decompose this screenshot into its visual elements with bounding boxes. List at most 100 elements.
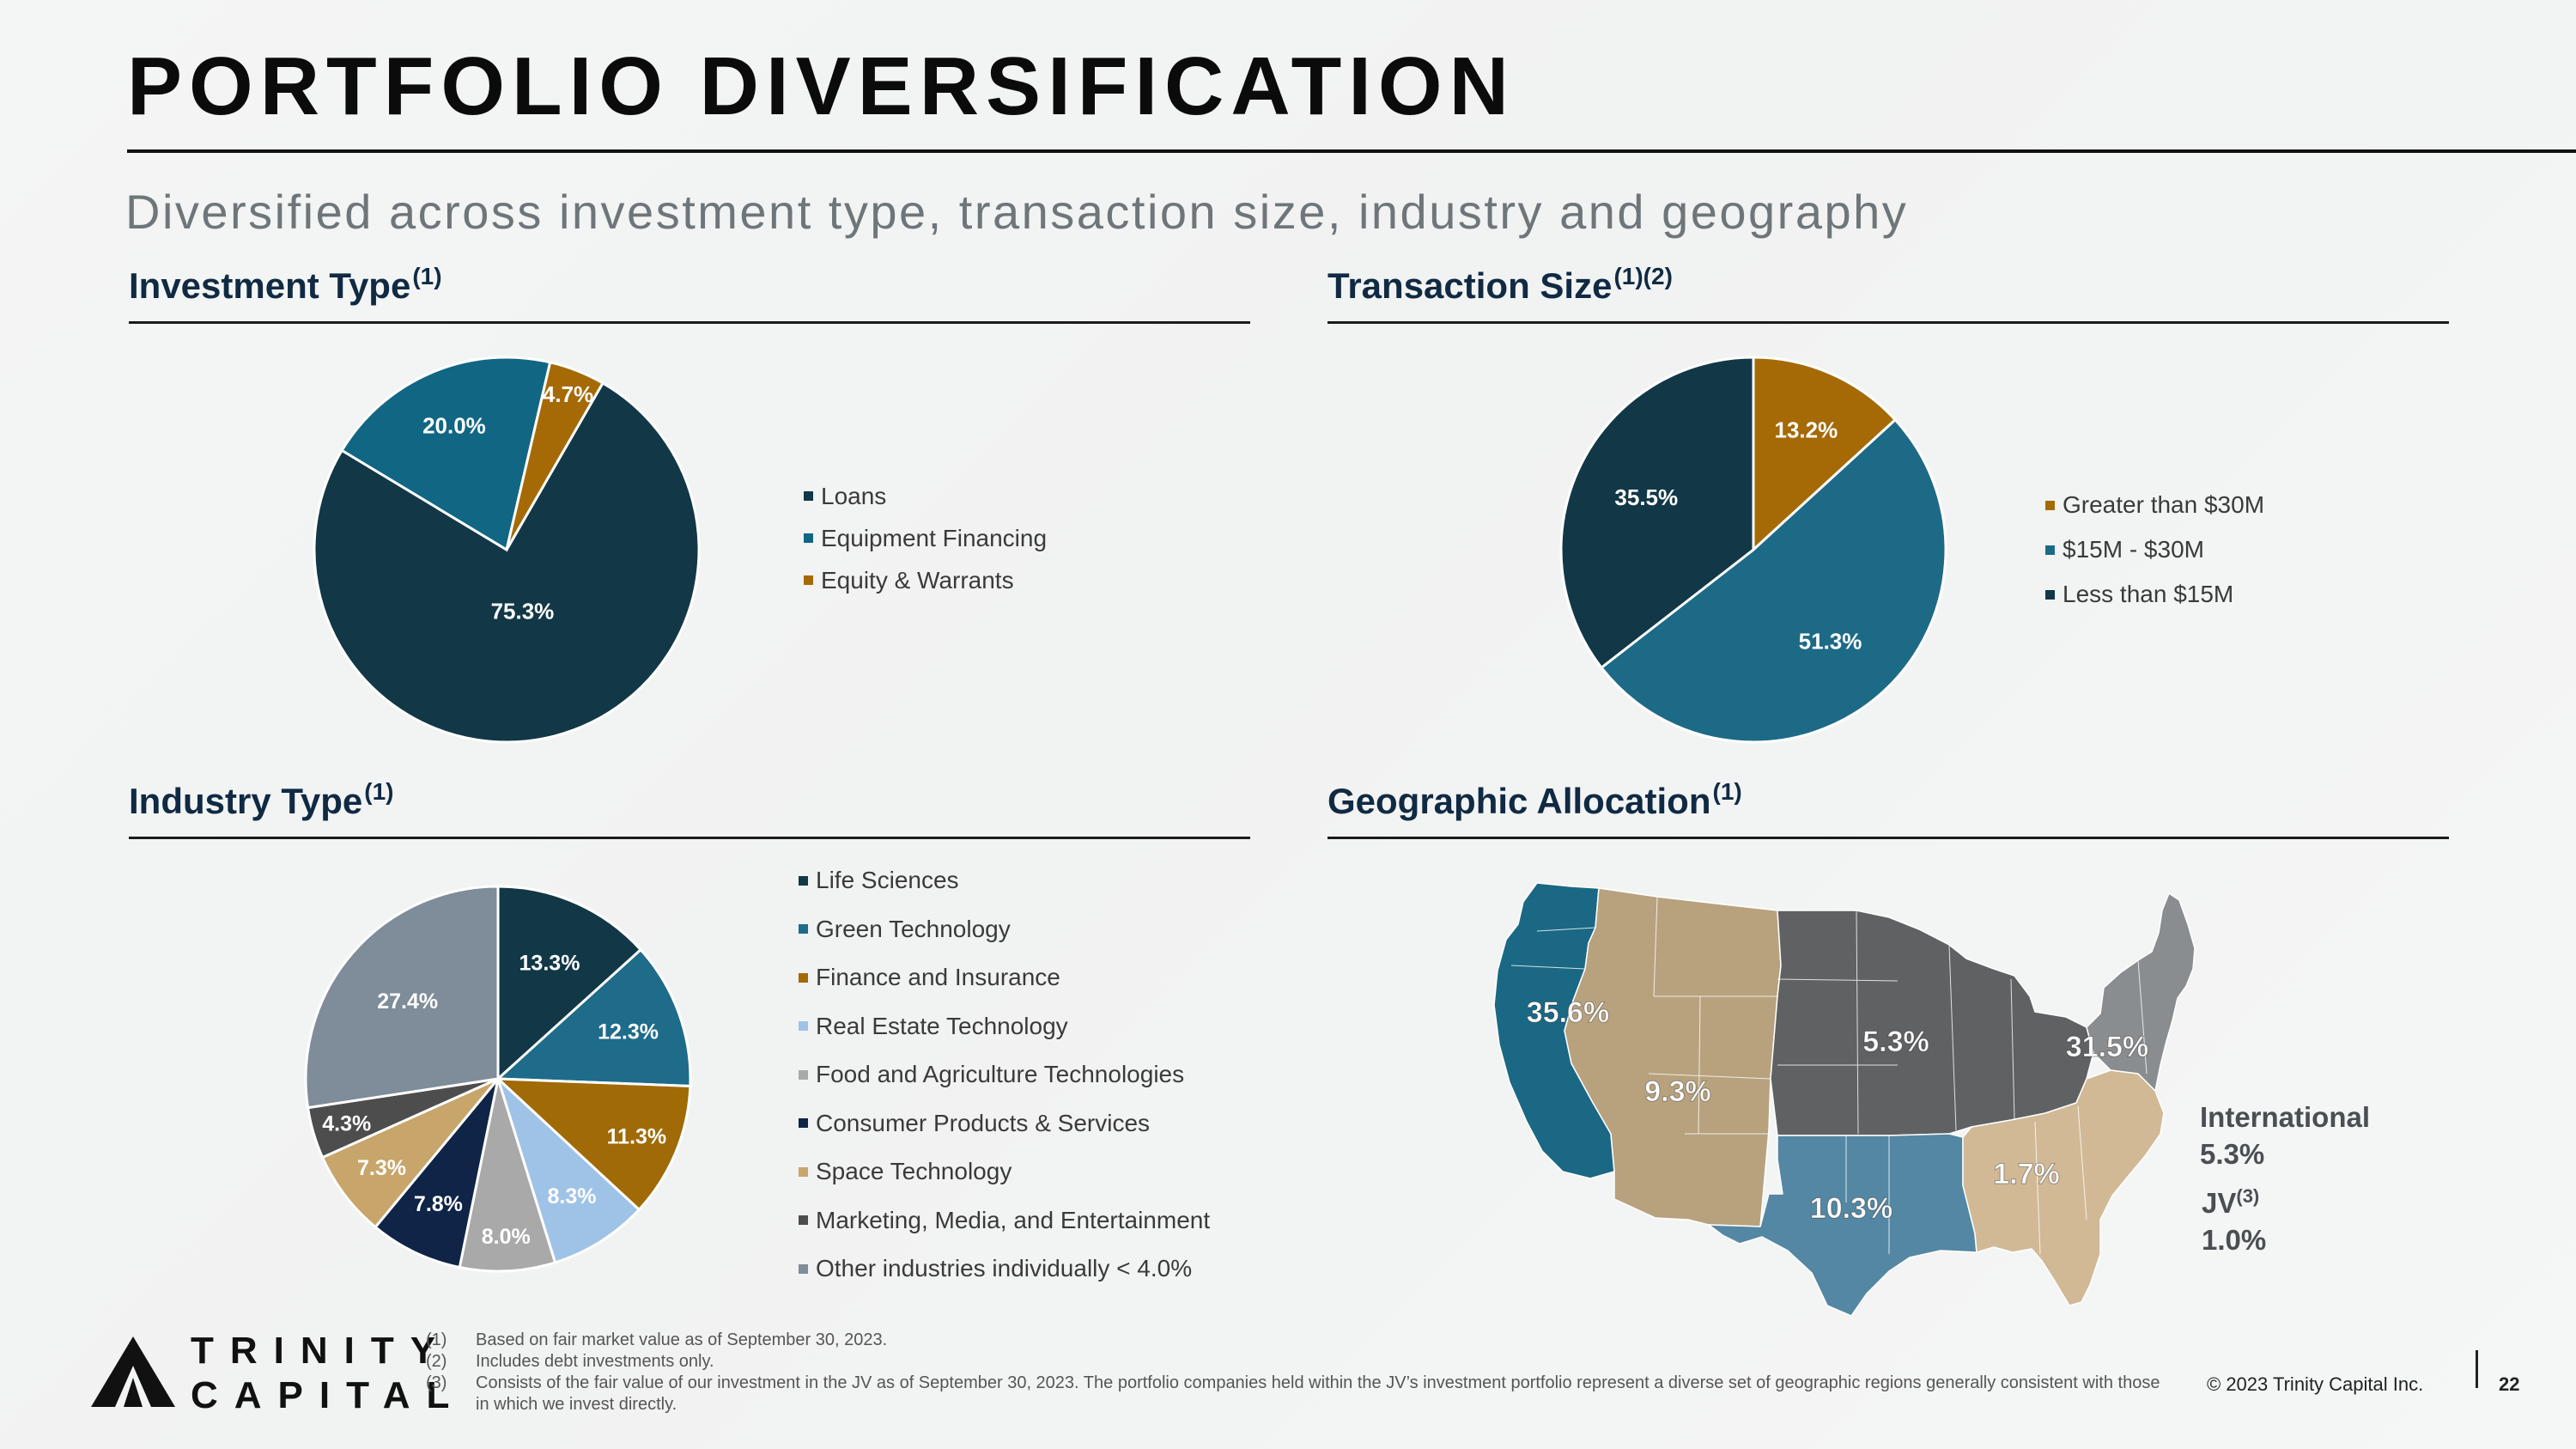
pie-slice-finance-and-insurance — [495, 1077, 692, 1212]
legend-item-greater-than-30m: Greater than $30M — [2045, 483, 2264, 527]
map-label-northeast: 31.5% — [2066, 1031, 2148, 1063]
pie-data-label-15m-30m: 51.3% — [1799, 628, 1862, 654]
title-divider — [127, 149, 2576, 153]
legend-item-equipment-financing: Equipment Financing — [804, 517, 1047, 559]
legend-item-15m-30m: $15M - $30M — [2045, 527, 2264, 572]
legend-swatch — [799, 1263, 808, 1274]
pie-data-label-real-estate-technology: 8.3% — [547, 1184, 596, 1209]
legend-swatch — [799, 1166, 808, 1177]
legend-label: Greater than $30M — [2063, 491, 2265, 518]
section-title-investment-type: Investment Type(1) — [129, 263, 442, 306]
legend-swatch — [799, 1021, 808, 1032]
section-divider — [129, 837, 1250, 839]
legend-item-marketing-media-and-entertainment: Marketing, Media, and Entertainment — [799, 1196, 1210, 1245]
pie-data-label-green-technology: 12.3% — [598, 1020, 659, 1044]
pie-slice-greater-than-30m — [1752, 356, 1898, 553]
legend-label: Real Estate Technology — [816, 1012, 1068, 1039]
investment-type-pie-chart: 75.3% 20.0% 4.7% — [313, 356, 701, 744]
page-subtitle: Diversified across investment type, tran… — [125, 185, 1909, 239]
map-region-central — [1770, 910, 2094, 1136]
legend-label: Consumer Products & Services — [816, 1109, 1151, 1136]
footnote-text: Consists of the fair value of our invest… — [476, 1373, 2160, 1414]
pie-data-label-loans: 75.3% — [491, 599, 555, 624]
pie-data-label-equipment-financing: 20.0% — [422, 413, 486, 439]
legend-label: $15M - $30M — [2063, 536, 2204, 563]
legend-label: Green Technology — [816, 915, 1011, 942]
map-label-central: 5.3% — [1862, 1026, 1929, 1058]
pie-slice-15m-30m — [1599, 417, 1947, 744]
pie-slice-consumer-products-services — [374, 1078, 500, 1269]
jv-label: JV(3) — [2202, 1185, 2260, 1219]
section-divider — [129, 321, 1250, 324]
us-geographic-map: 35.6% 9.3% 5.3% 31.5% 1.7% 10.3% — [1493, 882, 2196, 1317]
legend-item-less-than-15m: Less than $15M — [2045, 572, 2264, 617]
footnote-item: (2) Includes debt investments only. — [426, 1351, 2176, 1373]
map-label-west: 35.6% — [1527, 996, 1609, 1029]
legend-item-food-and-agriculture-technologies: Food and Agriculture Technologies — [799, 1050, 1210, 1099]
pie-slice-equity-warrants — [505, 361, 605, 551]
legend-label: Finance and Insurance — [816, 964, 1060, 991]
legend-item-loans: Loans — [804, 475, 1047, 517]
legend-swatch — [799, 875, 808, 886]
legend-item-real-estate-technology: Real Estate Technology — [799, 1002, 1210, 1051]
pie-data-label-food-and-agriculture-technologies: 8.0% — [482, 1225, 531, 1249]
pie-data-label-consumer-products-services: 7.8% — [414, 1192, 463, 1216]
legend-item-life-sciences: Life Sciences — [799, 856, 1210, 905]
footnote-number: (3) — [426, 1373, 447, 1392]
legend-label: Equity & Warrants — [821, 566, 1014, 594]
pie-data-label-finance-and-insurance: 11.3% — [607, 1125, 667, 1149]
pie-slice-food-and-agriculture-technologies — [458, 1078, 557, 1273]
legend-swatch — [799, 924, 808, 935]
pie-data-label-life-sciences: 13.3% — [519, 952, 580, 976]
legend-label: Life Sciences — [816, 867, 959, 894]
legend-swatch — [2045, 589, 2055, 600]
transaction-size-legend: Greater than $30M $15M - $30M Less than $1… — [2045, 483, 2264, 617]
logo-wordmark-line2: CAPITAL — [191, 1374, 466, 1416]
legend-item-finance-and-insurance: Finance and Insurance — [799, 953, 1210, 1002]
page-number: 22 — [2499, 1373, 2520, 1395]
legend-swatch — [804, 491, 813, 501]
pie-slice-less-than-15m — [1559, 356, 1755, 670]
section-title-industry-type: Industry Type(1) — [129, 778, 394, 821]
legend-item-green-technology: Green Technology — [799, 905, 1210, 954]
legend-label: Marketing, Media, and Entertainment — [816, 1206, 1211, 1233]
legend-item-equity-warrants: Equity & Warrants — [804, 559, 1047, 601]
investment-type-legend: Loans Equipment Financing Equity & Warrant… — [804, 475, 1047, 601]
legend-item-space-technology: Space Technology — [799, 1148, 1210, 1196]
legend-label: Food and Agriculture Technologies — [816, 1061, 1185, 1088]
map-label-mountain: 9.3% — [1644, 1075, 1711, 1108]
pie-slice-green-technology — [495, 947, 692, 1087]
international-value: 5.3% — [2200, 1138, 2265, 1170]
pie-slice-space-technology — [320, 1077, 500, 1229]
footnote-text: Includes debt investments only. — [476, 1352, 714, 1371]
industry-type-legend: Life Sciences Green Technology Finance and… — [799, 856, 1210, 1294]
pie-data-label-greater-than-30m: 13.2% — [1775, 417, 1838, 443]
pie-data-label-other-industries-individually-4-0: 27.4% — [377, 989, 438, 1014]
pie-data-label-space-technology: 7.3% — [357, 1156, 406, 1180]
footnote-item: (3) Consists of the fair value of our inv… — [426, 1373, 2176, 1416]
legend-swatch — [799, 1069, 808, 1080]
footnotes: (1) Based on fair market value as of Sept… — [426, 1330, 2176, 1416]
footnote-item: (1) Based on fair market value as of Sept… — [426, 1330, 2176, 1351]
page-title: PORTFOLIO DIVERSIFICATION — [127, 40, 1516, 132]
legend-label: Equipment Financing — [821, 524, 1048, 551]
legend-swatch — [799, 1215, 808, 1226]
footnote-number: (2) — [426, 1352, 447, 1371]
copyright-text: © 2023 Trinity Capital Inc. — [2207, 1373, 2424, 1395]
pie-data-label-marketing-media-and-entertainment: 4.3% — [322, 1112, 371, 1136]
pie-slice-loans — [313, 381, 701, 744]
legend-item-other-industries-individually-4-0: Other industries individually < 4.0% — [799, 1245, 1210, 1294]
legend-swatch — [799, 972, 808, 983]
footer-divider — [2476, 1350, 2478, 1388]
pie-slice-life-sciences — [496, 885, 643, 1082]
legend-label: Other industries individually < 4.0% — [816, 1255, 1193, 1282]
legend-label: Space Technology — [816, 1158, 1012, 1185]
footnote-text: Based on fair market value as of Septemb… — [476, 1330, 888, 1349]
legend-swatch — [804, 533, 813, 543]
trinity-capital-logo-icon — [91, 1336, 175, 1407]
legend-label: Less than $15M — [2063, 581, 2234, 607]
legend-swatch — [2045, 545, 2055, 555]
legend-swatch — [799, 1118, 808, 1129]
section-divider — [1327, 321, 2449, 324]
legend-swatch — [2045, 500, 2055, 510]
